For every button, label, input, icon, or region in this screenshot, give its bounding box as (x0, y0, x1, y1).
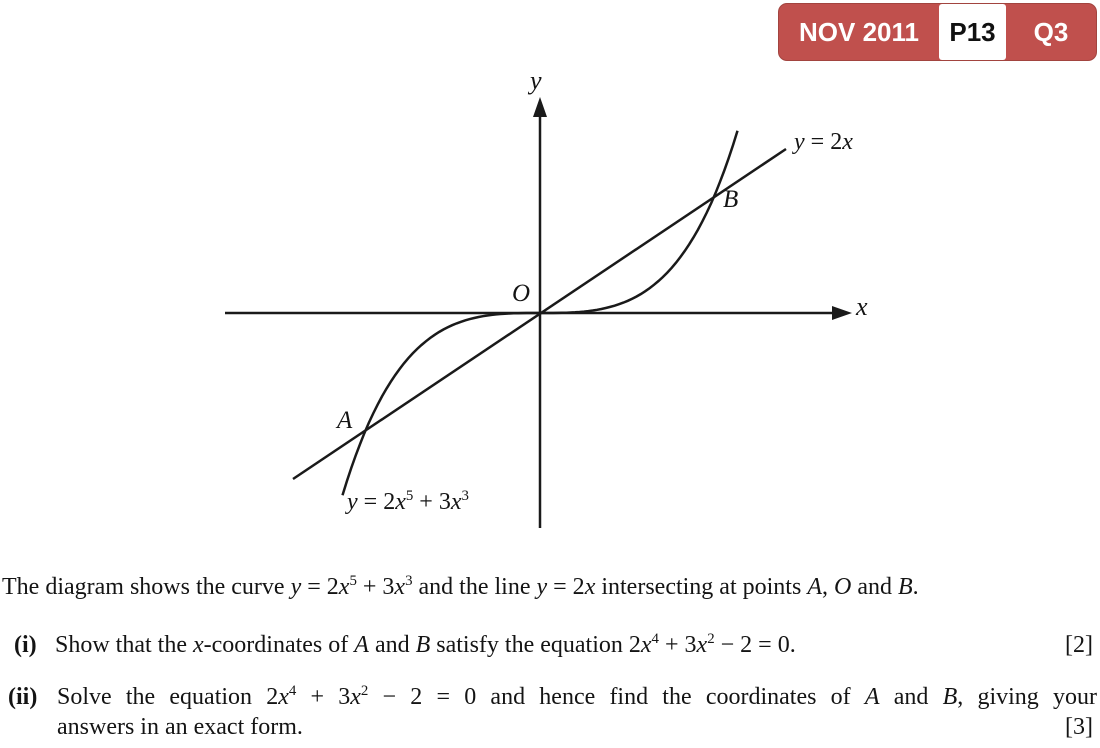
x-axis-label: x (856, 292, 868, 321)
y-axis-label: y (530, 66, 542, 95)
origin-label: O (512, 280, 531, 307)
part-i-marks: [2] (1065, 632, 1093, 658)
part-ii-text-line2: answers in an exact form. (57, 714, 303, 740)
point-b-label: B (723, 186, 739, 213)
part-ii-label: (ii) (8, 684, 38, 710)
question-part-i: (i) Show that the x-coordinates of A and… (0, 630, 1100, 660)
badge-question-number: Q3 (1033, 16, 1069, 47)
point-a-label: A (337, 407, 353, 434)
part-i-text: Show that the x-coordinates of A and B s… (55, 631, 796, 658)
curve-equation-label: y = 2x5 + 3x3 (347, 488, 469, 515)
part-i-label: (i) (14, 632, 37, 658)
y-axis-arrow-icon (533, 97, 547, 117)
part-ii-text-line1: Solve the equation 2x4 + 3x2 − 2 = 0 and… (57, 683, 1097, 710)
question-part-ii-line1: (ii) Solve the equation 2x4 + 3x2 − 2 = … (0, 682, 1100, 712)
badge-paper: P13 (939, 4, 1006, 60)
function-sketch-diagram: y x O A B y = 2x y = 2x5 + 3x3 (225, 66, 868, 528)
badge-session: NOV 2011 (799, 16, 919, 47)
part-ii-marks: [3] (1065, 714, 1093, 740)
question-intro: The diagram shows the curve y = 2x5 + 3x… (2, 573, 919, 600)
question-part-ii-line2: answers in an exact form. [3] (0, 712, 1100, 742)
exam-badge: NOV 2011 P13 Q3 (778, 3, 1097, 61)
x-axis-arrow-icon (832, 306, 852, 320)
diagram-canvas (225, 97, 852, 528)
line-equation-label: y = 2x (794, 129, 853, 155)
curve-y-2x5-plus-3x3 (341, 130, 739, 496)
